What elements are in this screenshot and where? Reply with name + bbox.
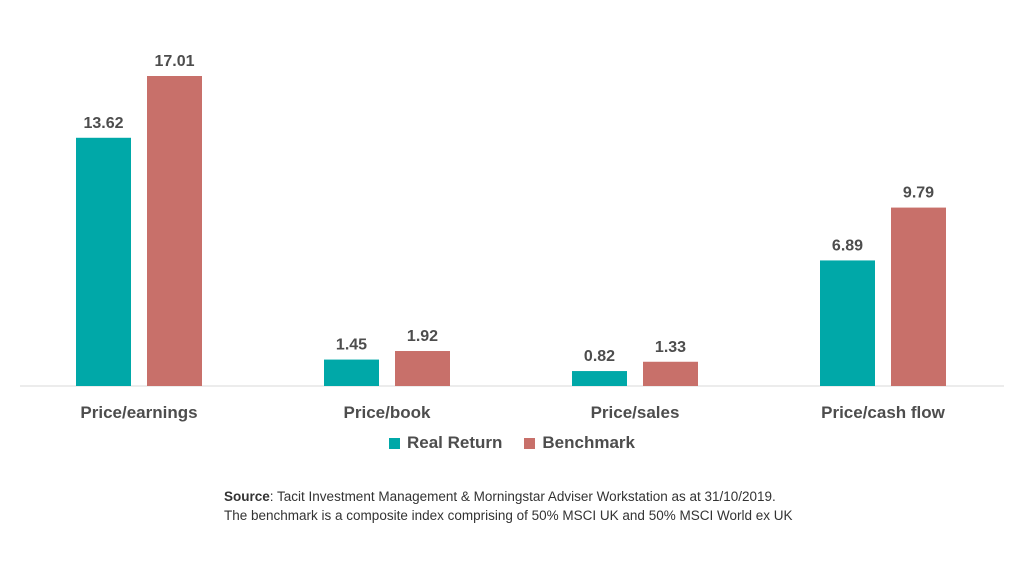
labels-group: 13.62 17.01 Price/earnings 1.45 1.92 Price/bo… xyxy=(80,53,945,422)
legend-label-real-return: Real Return xyxy=(406,433,503,452)
data-label-benchmark-0: 17.01 xyxy=(154,53,194,70)
data-label-real-return-1: 1.45 xyxy=(336,337,367,354)
bars-group xyxy=(76,76,946,386)
bar-chart: 13.62 17.01 Price/earnings 1.45 1.92 Price/bo… xyxy=(20,53,1004,422)
source-label: Source xyxy=(224,489,270,504)
bar-benchmark-0 xyxy=(147,76,202,386)
source-line-2: The benchmark is a composite index compr… xyxy=(224,508,793,523)
legend-item-real-return: Real Return xyxy=(388,433,503,453)
bar-real-return-0 xyxy=(76,137,131,386)
category-label-2: Price/sales xyxy=(591,403,680,422)
bar-real-return-2 xyxy=(572,371,627,386)
legend-swatch-benchmark xyxy=(524,437,536,449)
bar-benchmark-1 xyxy=(395,351,450,386)
data-label-real-return-3: 6.89 xyxy=(832,237,863,254)
bar-benchmark-2 xyxy=(643,361,698,386)
category-label-1: Price/book xyxy=(344,403,431,422)
source-line-1: Source: Tacit Investment Management & Mo… xyxy=(224,487,1004,506)
legend-item-benchmark: Benchmark xyxy=(524,433,635,453)
data-label-benchmark-2: 1.33 xyxy=(655,339,686,356)
bar-real-return-3 xyxy=(820,260,875,386)
bar-benchmark-3 xyxy=(891,207,946,386)
category-label-0: Price/earnings xyxy=(80,403,197,422)
legend: Real Return Benchmark xyxy=(0,433,1024,453)
legend-label-benchmark: Benchmark xyxy=(542,433,636,452)
category-label-3: Price/cash flow xyxy=(821,403,946,422)
legend-swatch-real-return xyxy=(388,437,400,449)
source-note: Source: Tacit Investment Management & Mo… xyxy=(224,487,1004,525)
data-label-real-return-2: 0.82 xyxy=(584,348,615,365)
data-label-benchmark-1: 1.92 xyxy=(407,328,438,345)
bar-real-return-1 xyxy=(324,359,379,386)
source-text: : Tacit Investment Management & Mornings… xyxy=(269,489,776,504)
data-label-benchmark-3: 9.79 xyxy=(903,185,934,202)
data-label-real-return-0: 13.62 xyxy=(83,115,123,132)
